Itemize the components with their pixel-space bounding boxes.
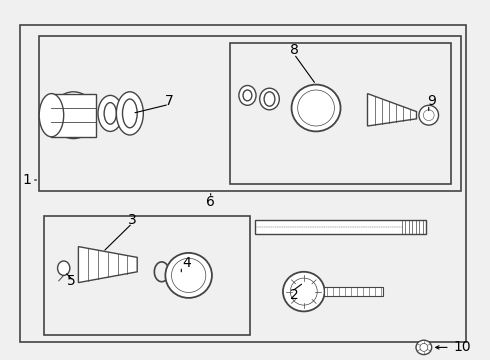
Text: 9: 9 — [427, 94, 436, 108]
Bar — [51, 94, 96, 137]
Ellipse shape — [290, 278, 318, 305]
Ellipse shape — [419, 105, 439, 125]
Text: 4: 4 — [182, 256, 191, 270]
Ellipse shape — [51, 92, 96, 139]
Text: 2: 2 — [290, 288, 298, 302]
Ellipse shape — [416, 340, 432, 355]
Text: 8: 8 — [290, 44, 298, 57]
Ellipse shape — [172, 258, 206, 292]
Text: 7: 7 — [165, 94, 173, 108]
Ellipse shape — [264, 92, 275, 106]
Ellipse shape — [122, 99, 137, 128]
Ellipse shape — [58, 261, 70, 275]
Ellipse shape — [420, 343, 428, 351]
Ellipse shape — [39, 94, 64, 137]
Bar — [44, 216, 250, 335]
Bar — [39, 36, 461, 191]
Ellipse shape — [166, 253, 212, 298]
Ellipse shape — [243, 90, 252, 101]
Text: 5: 5 — [67, 274, 75, 288]
Polygon shape — [78, 247, 137, 283]
Text: 3: 3 — [128, 213, 137, 226]
Text: 6: 6 — [206, 195, 215, 208]
Ellipse shape — [98, 95, 122, 131]
Bar — [20, 25, 466, 342]
Bar — [230, 43, 451, 184]
Text: 1: 1 — [23, 173, 31, 187]
Ellipse shape — [117, 92, 143, 135]
Ellipse shape — [423, 110, 434, 121]
Ellipse shape — [260, 88, 279, 110]
Ellipse shape — [239, 86, 256, 105]
Text: 10: 10 — [453, 341, 471, 354]
Bar — [324, 287, 383, 296]
Ellipse shape — [283, 272, 324, 311]
Ellipse shape — [298, 90, 335, 126]
Polygon shape — [368, 94, 416, 126]
Ellipse shape — [104, 103, 117, 124]
Ellipse shape — [292, 85, 341, 131]
Bar — [255, 220, 426, 234]
